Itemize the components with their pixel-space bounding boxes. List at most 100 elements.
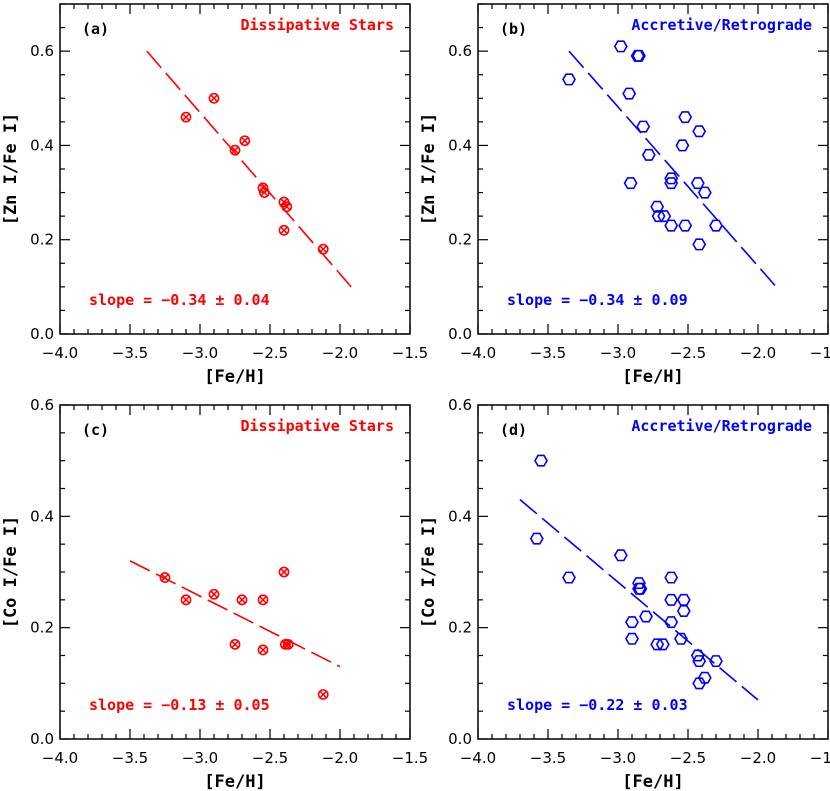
data-point [317, 689, 329, 700]
data-point [282, 638, 294, 650]
y-tick-label: 0.6 [448, 396, 472, 414]
data-point [159, 572, 171, 583]
data-point [562, 73, 576, 86]
panel-d: −4.0 −3.5 −3.0 −2.5 −2.0 −1.5 0.0 0.2 0.4 0.6 [Fe/… [419, 396, 830, 791]
data-point [625, 632, 639, 645]
data-point [692, 677, 707, 690]
data-point [692, 238, 707, 251]
x-tick-label: −3.5 [112, 749, 148, 767]
data-point [257, 644, 269, 656]
data-point [709, 219, 723, 232]
x-tick-label: −1.5 [810, 344, 830, 362]
data-point [278, 566, 290, 578]
data-point [632, 49, 646, 62]
plot-frame [59, 3, 411, 335]
x-tick-label: −1.5 [392, 344, 428, 362]
x-tick-label: −3.0 [182, 344, 218, 362]
x-tick-label: −2.5 [252, 749, 288, 767]
data-point [208, 588, 220, 600]
x-axis-label: [Fe/H] [204, 367, 265, 387]
data-point [664, 593, 679, 606]
data-point [692, 125, 707, 138]
y-tick-label: 0.0 [30, 325, 54, 343]
panel-title: Dissipative Stars [240, 16, 394, 34]
x-tick-label: −2.5 [252, 344, 288, 362]
y-tick-label: 0.2 [30, 619, 54, 637]
panel-tag: (a) [82, 20, 109, 38]
y-tick-label: 0.4 [30, 507, 54, 525]
panel-title: Accretive/Retrograde [631, 417, 812, 435]
x-tick-label: −4.0 [460, 344, 496, 362]
x-axis-label: [Fe/H] [204, 772, 265, 791]
x-tick-label: −4.0 [42, 344, 78, 362]
data-point [633, 582, 648, 595]
panel-tag: (c) [82, 421, 109, 439]
data-point [697, 671, 712, 684]
data-point [636, 120, 651, 133]
x-tick-label: −1.5 [810, 749, 830, 767]
data-point [317, 243, 329, 255]
y-axis-label: [Co I/Fe I] [1, 516, 21, 629]
x-tick-label: −3.0 [600, 749, 636, 767]
data-point [664, 177, 679, 190]
panel-b: −4.0 −3.5 −3.0 −2.5 −2.0 −1.5 0.0 0.2 0.4 0.6 [Fe/… [419, 3, 830, 387]
panel-a: −4.0 −3.5 −3.0 −2.5 −2.0 −1.5 0.0 0.2 0.4 0.6 [Fe/… [1, 3, 428, 387]
data-point [674, 632, 688, 645]
panel-tag: (d) [500, 421, 527, 439]
data-point [678, 111, 693, 124]
y-axis-label: [Zn I/Fe I] [419, 113, 439, 226]
data-point [258, 187, 270, 198]
data-point [622, 87, 637, 100]
data-point [625, 616, 639, 629]
y-tick-label: 0.4 [448, 136, 472, 154]
y-tick-label: 0.2 [30, 231, 54, 249]
fit-line [129, 560, 341, 668]
x-tick-label: −1.5 [392, 749, 428, 767]
data-point [281, 201, 293, 213]
data-point [709, 655, 723, 668]
data-point [675, 139, 690, 152]
y-axis-label: [Co I/Fe I] [419, 516, 439, 629]
panel-title: Accretive/Retrograde [631, 16, 812, 34]
x-tick-label: −4.0 [42, 749, 78, 767]
data-point [632, 577, 646, 590]
plot-frame [477, 3, 829, 335]
panel-tag: (b) [500, 20, 527, 38]
data-point [639, 610, 653, 623]
slope-annotation: slope = −0.34 ± 0.09 [507, 291, 688, 309]
data-point [655, 638, 670, 651]
x-tick-label: −2.0 [740, 344, 776, 362]
data-point [623, 177, 638, 190]
data-point [613, 549, 628, 562]
y-tick-label: 0.6 [30, 42, 54, 60]
x-tick-label: −2.5 [670, 344, 706, 362]
data-point [664, 616, 679, 629]
data-point [236, 594, 248, 606]
slope-annotation: slope = −0.22 ± 0.03 [507, 696, 688, 714]
data-point [664, 571, 679, 584]
data-point [664, 219, 679, 232]
data-point [676, 593, 691, 606]
data-point [664, 172, 679, 185]
data-point [690, 649, 705, 662]
x-tick-label: −2.0 [740, 749, 776, 767]
data-point [613, 40, 628, 53]
data-point [257, 594, 269, 606]
y-tick-label: 0.4 [448, 507, 472, 525]
x-tick-label: −4.0 [460, 749, 496, 767]
data-point [239, 135, 251, 147]
y-tick-label: 0.2 [448, 619, 472, 637]
data-point [229, 144, 241, 156]
plot-frame [477, 404, 829, 740]
x-tick-label: −3.0 [182, 749, 218, 767]
data-point [534, 454, 548, 467]
y-tick-label: 0.6 [448, 42, 472, 60]
fit-line [146, 50, 352, 288]
data-point [641, 148, 656, 161]
x-tick-label: −3.5 [112, 344, 148, 362]
data-point [180, 594, 192, 606]
data-point [676, 604, 691, 617]
x-tick-label: −3.5 [530, 749, 566, 767]
data-point [529, 532, 544, 545]
x-tick-label: −2.0 [322, 749, 358, 767]
